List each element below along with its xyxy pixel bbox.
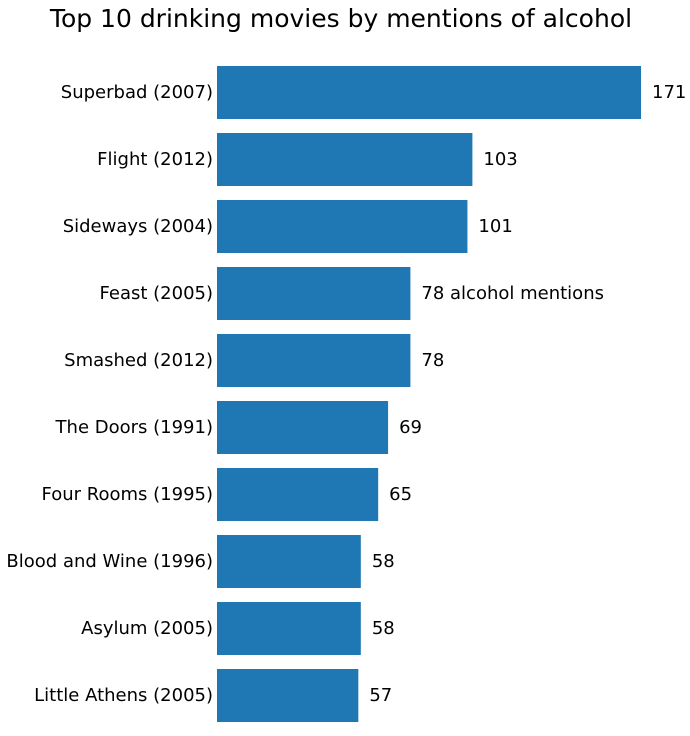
bar: [217, 267, 411, 320]
category-label: Flight (2012): [97, 149, 213, 170]
bars-group: [217, 66, 641, 722]
bar: [217, 669, 359, 722]
category-labels-group: Superbad (2007) Flight (2012) Sideways (20…: [6, 82, 213, 706]
value-label: 58: [372, 551, 395, 572]
value-label: 78 alcohol mentions: [421, 283, 604, 304]
category-label: Little Athens (2005): [34, 685, 213, 706]
bar: [217, 334, 411, 387]
bar: [217, 535, 361, 588]
bar: [217, 133, 473, 186]
value-label: 58: [372, 618, 395, 639]
bar: [217, 468, 379, 521]
value-label: 57: [369, 685, 392, 706]
value-label: 101: [478, 216, 512, 237]
category-label: Feast (2005): [100, 283, 213, 304]
bar: [217, 66, 641, 119]
category-label: Smashed (2012): [64, 350, 213, 371]
bar: [217, 602, 361, 655]
chart-title: Top 10 drinking movies by mentions of al…: [49, 4, 632, 33]
bar: [217, 401, 389, 454]
bar: [217, 200, 468, 253]
value-label: 103: [483, 149, 517, 170]
category-label: Blood and Wine (1996): [6, 551, 213, 572]
category-label: Four Rooms (1995): [42, 484, 213, 505]
value-labels-group: 171 103 101 78 alcohol mentions 78 69 65 58 58 57: [369, 82, 686, 706]
category-label: Asylum (2005): [81, 618, 213, 639]
category-label: Sideways (2004): [63, 216, 213, 237]
category-label: Superbad (2007): [61, 82, 213, 103]
value-label: 65: [389, 484, 412, 505]
value-label: 69: [399, 417, 422, 438]
value-label: 78: [421, 350, 444, 371]
value-label: 171: [652, 82, 686, 103]
category-label: The Doors (1991): [55, 417, 213, 438]
